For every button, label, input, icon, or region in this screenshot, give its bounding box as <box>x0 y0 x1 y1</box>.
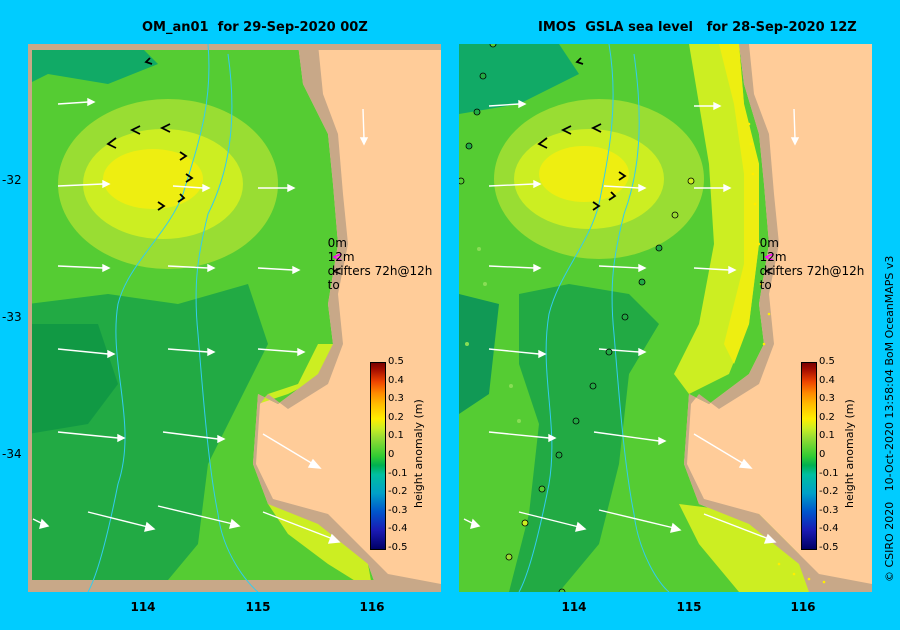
colorbar-tick-label: 0.5 <box>388 356 404 367</box>
right-colorbar-label: height anomaly (m) <box>843 399 856 508</box>
lon-tick-114-left: 114 <box>130 600 156 614</box>
colorbar-tick-label: -0.2 <box>819 486 839 498</box>
colorbar-tick-label: -0.4 <box>388 523 408 535</box>
left-drifter-legend-line2: 12m < to <box>320 236 355 292</box>
right-drifter-legend-line1: 0m < drifters 72h@12h <box>752 222 865 278</box>
right-map <box>459 44 872 592</box>
colorbar-tick-label: -0.1 <box>388 467 408 479</box>
left-drifter-label-1: drifters 72h@12h <box>327 264 433 278</box>
colorbar-tick-label: 0.3 <box>819 393 835 405</box>
right-drifter-depth-0m: 0m <box>759 236 779 250</box>
lon-tick-114-right: 114 <box>561 600 587 614</box>
lon-tick-116-right: 116 <box>790 600 816 614</box>
colorbar-tick-label: 0.1 <box>388 430 404 442</box>
left-drifter-depth-0m: 0m <box>327 236 347 250</box>
lat-tick-33: -33 <box>2 310 22 324</box>
left-panel-title: OM_an01 for 29-Sep-2020 00Z <box>142 20 368 35</box>
right-drifter-label-1: drifters 72h@12h <box>759 264 865 278</box>
right-drifter-legend-line2: 12m < to <box>752 236 787 292</box>
right-drifter-depth-12m: 12m <box>759 250 787 264</box>
colorbar-tick-label: 0.1 <box>819 430 835 442</box>
colorbar-tick-label: -0.5 <box>388 542 408 553</box>
left-black-arrow-icon: < <box>327 264 342 278</box>
colorbar-tick-label: 0.4 <box>388 374 404 386</box>
colorbar-tick-label: -0.3 <box>388 504 408 516</box>
colorbar-tick-label: 0.5 <box>819 356 835 367</box>
left-map <box>28 44 441 592</box>
lat-tick-34: -34 <box>2 447 22 461</box>
colorbar-tick-label: 0.4 <box>819 374 835 386</box>
right-black-arrow-icon: < <box>759 264 774 278</box>
colorbar-tick-label: 0 <box>819 449 826 460</box>
colorbar-tick-label: 0.2 <box>388 411 404 423</box>
lat-tick-32: -32 <box>2 173 22 187</box>
lon-tick-115-right: 115 <box>676 600 702 614</box>
left-colorbar <box>370 362 386 550</box>
colorbar-tick-label: -0.2 <box>388 486 408 498</box>
right-magenta-arrow-icon: < <box>759 250 774 264</box>
right-panel-title: IMOS GSLA sea level for 28-Sep-2020 12Z <box>538 20 857 35</box>
colorbar-tick-label: 0.3 <box>388 393 404 405</box>
lon-tick-116-left: 116 <box>359 600 385 614</box>
credit-text: © CSIRO 2020 10-Oct-2020 13:58:04 BoM Oc… <box>883 255 896 582</box>
colorbar-tick-label: 0.2 <box>819 411 835 423</box>
left-magenta-arrow-icon: < <box>327 250 342 264</box>
colorbar-tick-label: -0.1 <box>819 467 839 479</box>
colorbar-tick-label: -0.3 <box>819 504 839 516</box>
colorbar-tick-label: -0.4 <box>819 523 839 535</box>
left-drifter-depth-12m: 12m <box>327 250 355 264</box>
lon-tick-115-left: 115 <box>245 600 271 614</box>
right-drifter-label-2: to <box>759 278 772 292</box>
left-drifter-label-2: to <box>327 278 340 292</box>
colorbar-tick-label: -0.5 <box>819 542 839 553</box>
left-colorbar-label: height anomaly (m) <box>412 399 425 508</box>
right-colorbar <box>801 362 817 550</box>
colorbar-tick-label: 0 <box>388 449 395 460</box>
left-drifter-legend-line1: 0m < drifters 72h@12h <box>320 222 433 278</box>
